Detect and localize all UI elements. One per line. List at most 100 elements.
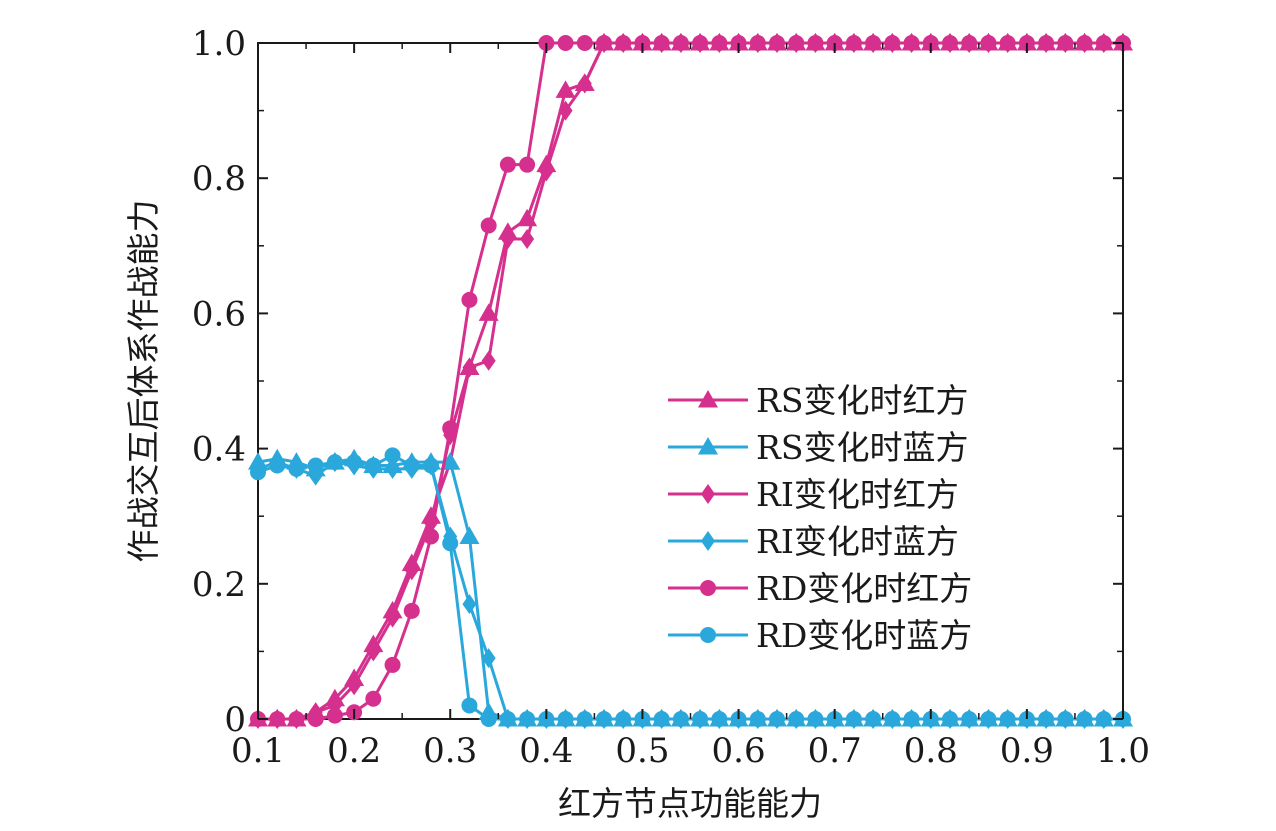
legend-item: RI变化时红方 — [668, 475, 959, 514]
data-point — [326, 454, 343, 471]
data-point — [557, 711, 574, 727]
data-point — [403, 602, 420, 619]
data-point — [384, 447, 401, 464]
legend-item: RI变化时蓝方 — [668, 522, 959, 561]
x-tick-label: 0.6 — [712, 731, 766, 771]
data-point — [672, 35, 689, 51]
data-point — [440, 452, 461, 470]
data-point — [365, 690, 382, 707]
data-point — [884, 35, 901, 51]
data-point — [769, 711, 785, 727]
data-point — [307, 457, 324, 474]
legend: RS变化时红方 RS变化时蓝方 RI变化时红方 RI变化时蓝方 RD变化时红方 RD变化时… — [668, 381, 972, 655]
x-tick-label: 0.1 — [231, 731, 285, 771]
data-point — [557, 35, 574, 51]
legend-label: RS变化时红方 — [756, 381, 968, 420]
series-5 — [250, 35, 1131, 727]
series-layer — [248, 33, 1133, 729]
legend-marker — [698, 437, 718, 455]
data-point — [404, 560, 419, 581]
data-point — [480, 711, 497, 727]
data-point — [807, 711, 824, 727]
data-point — [461, 697, 478, 714]
data-point — [519, 156, 536, 173]
data-point — [711, 35, 728, 51]
y-axis-title: 作战交互后体系作战能力 — [124, 200, 163, 563]
data-point — [1076, 711, 1093, 727]
x-axis-title: 红方节点功能能力 — [558, 784, 822, 823]
y-tick-label: 1.0 — [192, 24, 246, 64]
data-point — [384, 656, 401, 673]
data-point — [865, 711, 882, 727]
data-point — [596, 711, 612, 727]
data-point — [385, 607, 400, 628]
data-point — [442, 535, 459, 552]
data-point — [288, 711, 305, 727]
x-tick-label: 0.4 — [519, 731, 573, 771]
data-point — [749, 711, 766, 727]
data-point — [961, 35, 978, 51]
legend-item: RS变化时蓝方 — [668, 428, 968, 467]
data-point — [481, 350, 496, 371]
data-point — [481, 648, 496, 669]
y-tick-label: 0.6 — [192, 294, 246, 334]
data-point — [749, 35, 766, 51]
legend-item: RS变化时红方 — [668, 381, 968, 420]
y-tick-label: 0.2 — [192, 565, 246, 605]
data-point — [845, 711, 862, 727]
data-point — [480, 217, 497, 234]
data-point — [711, 711, 728, 727]
data-point — [347, 675, 362, 696]
data-point — [615, 711, 632, 727]
data-point — [499, 711, 516, 727]
data-point — [520, 229, 535, 250]
data-point — [845, 35, 862, 51]
data-point — [1038, 35, 1055, 51]
data-point — [288, 460, 305, 477]
data-point — [596, 35, 612, 51]
x-tick-label: 0.8 — [904, 731, 958, 771]
data-point — [423, 528, 439, 545]
data-point — [999, 711, 1016, 727]
data-point — [1038, 711, 1055, 727]
data-point — [577, 73, 592, 94]
legend-marker — [700, 627, 716, 643]
x-tick-label: 0.5 — [615, 731, 669, 771]
data-point — [1095, 711, 1112, 727]
data-point — [555, 80, 576, 98]
data-point — [346, 454, 363, 471]
data-point — [307, 711, 324, 727]
legend-marker — [701, 484, 715, 504]
data-point — [884, 711, 901, 727]
data-point — [942, 35, 958, 51]
legend-label: RI变化时蓝方 — [756, 522, 959, 561]
legend-label: RI变化时红方 — [756, 475, 959, 514]
data-point — [366, 641, 381, 662]
y-tick-label: 0.8 — [192, 159, 246, 199]
data-point — [672, 711, 689, 727]
series-3 — [251, 33, 1130, 729]
x-axis: 0.1 0.2 0.3 0.4 0.5 0.6 0.7 0.8 0.9 1.0 — [231, 43, 1150, 771]
series-1 — [248, 33, 1133, 727]
legend-label: RS变化时蓝方 — [756, 428, 968, 467]
legend-item: RD变化时红方 — [668, 569, 972, 608]
legend-marker — [701, 531, 715, 551]
data-point — [539, 161, 554, 182]
data-point — [576, 711, 593, 727]
data-point — [788, 35, 805, 51]
data-point — [478, 303, 499, 321]
data-point — [269, 457, 286, 474]
data-point — [519, 711, 536, 727]
data-point — [692, 711, 709, 727]
y-tick-label: 0.4 — [192, 430, 246, 470]
data-point — [385, 458, 400, 479]
data-point — [903, 711, 920, 727]
legend-label: RD变化时红方 — [756, 569, 972, 608]
data-point — [461, 291, 478, 308]
data-point — [365, 457, 382, 474]
data-point — [250, 464, 266, 481]
data-point — [903, 35, 920, 51]
data-point — [558, 100, 573, 121]
data-point — [653, 711, 670, 727]
legend-item: RD变化时蓝方 — [668, 616, 972, 655]
